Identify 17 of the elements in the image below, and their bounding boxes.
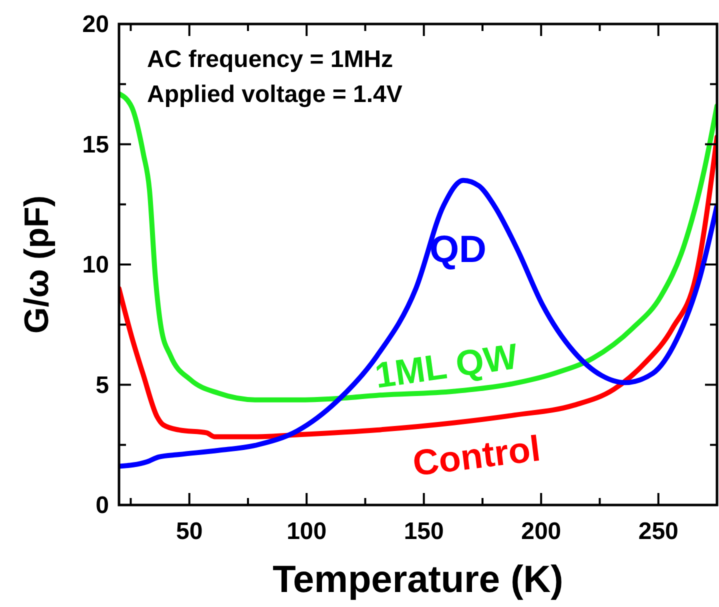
annotation: Applied voltage = 1.4V <box>147 81 402 108</box>
y-tick-label: 0 <box>96 492 109 519</box>
y-tick-label: 10 <box>82 252 109 278</box>
y-tick-label: 20 <box>82 11 109 38</box>
annotation: AC frequency = 1MHz <box>147 46 394 73</box>
x-axis-title: Temperature (K) <box>272 559 564 601</box>
text: Control <box>410 427 542 484</box>
y-axis-title: G/ω (pF) <box>18 195 56 334</box>
series-label: QD <box>430 229 486 271</box>
y-tick-label: 5 <box>96 372 109 399</box>
x-tick-label: 50 <box>176 518 203 545</box>
x-tick-label: 200 <box>521 518 562 545</box>
x-tick-label: 250 <box>638 518 678 545</box>
text: 1ML QW <box>372 335 520 396</box>
x-tick-label: 100 <box>286 518 327 545</box>
y-tick-label: 15 <box>82 131 109 158</box>
x-tick-label: 150 <box>404 518 444 545</box>
